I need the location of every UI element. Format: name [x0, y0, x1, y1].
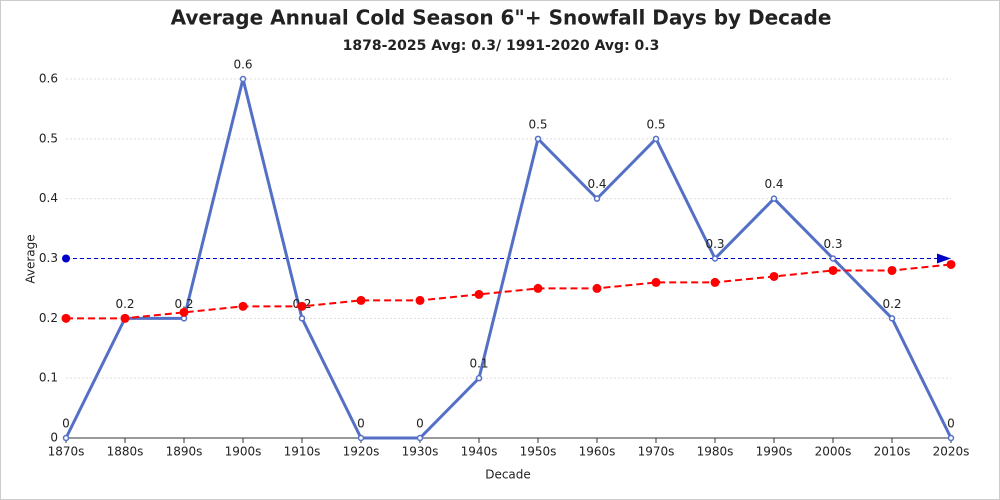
- data-point: [711, 255, 719, 262]
- trend-point: [356, 295, 366, 305]
- data-point: [829, 255, 837, 262]
- data-point: [593, 195, 601, 202]
- trend-point: [238, 301, 248, 311]
- data-point: [475, 374, 483, 382]
- data-label: 0.5: [528, 117, 547, 131]
- x-tick-label: 1890s: [166, 445, 203, 459]
- data-label: 0.5: [646, 117, 665, 131]
- y-tick-label: 0.4: [39, 191, 58, 205]
- x-tick-label: 1910s: [284, 445, 321, 459]
- trend-point: [474, 289, 484, 299]
- data-label: 0.3: [823, 237, 842, 251]
- x-tick-label: 1950s: [520, 445, 557, 459]
- x-tick-label: 1970s: [638, 445, 675, 459]
- x-tick-label: 1870s: [48, 445, 85, 459]
- data-label: 0.2: [882, 297, 901, 311]
- data-point: [770, 195, 778, 202]
- chart-title: Average Annual Cold Season 6"+ Snowfall …: [171, 6, 832, 30]
- chart-subtitle: 1878-2025 Avg: 0.3/ 1991-2020 Avg: 0.3: [343, 38, 660, 54]
- data-point: [534, 135, 542, 143]
- data-point: [239, 75, 247, 83]
- data-point: [652, 135, 660, 143]
- average-dot: [62, 254, 70, 263]
- y-axis-label: Average: [24, 234, 38, 283]
- x-tick-label: 1960s: [579, 445, 616, 459]
- x-tick-label: 1920s: [343, 445, 380, 459]
- y-tick-label: 0.2: [39, 311, 58, 325]
- data-point: [357, 434, 365, 442]
- y-tick-label: 0.1: [39, 371, 58, 385]
- trend-point: [61, 313, 71, 323]
- data-label: 0: [947, 417, 955, 431]
- y-tick-label: 0.3: [39, 251, 58, 265]
- y-tick-label: 0.6: [39, 72, 58, 86]
- x-tick-label: 1900s: [225, 445, 262, 459]
- trend-point: [769, 271, 779, 281]
- data-label: 0.4: [764, 177, 783, 191]
- data-label: 0: [416, 417, 424, 431]
- trend-point: [533, 283, 543, 293]
- trend-point: [710, 277, 720, 287]
- series-line: [66, 263, 952, 320]
- x-tick-label: 1940s: [461, 445, 498, 459]
- data-label: 0.2: [115, 297, 134, 311]
- data-point: [62, 434, 70, 442]
- trend-point: [651, 277, 661, 287]
- data-label: 0.1: [469, 357, 488, 371]
- trend-point: [828, 265, 838, 275]
- trend-point: [887, 265, 897, 275]
- data-label: 0.6: [233, 58, 252, 72]
- trend-point: [946, 259, 956, 269]
- trend-point: [179, 307, 189, 317]
- y-tick-label: 0.5: [39, 131, 58, 145]
- data-label: 0: [357, 417, 365, 431]
- trend-point: [297, 301, 307, 311]
- average-arrow: [937, 253, 951, 264]
- series-line: [64, 78, 953, 440]
- data-label: 0.4: [587, 177, 606, 191]
- data-point: [298, 315, 306, 322]
- x-tick-label: 2020s: [933, 445, 970, 459]
- data-label: 0.3: [705, 237, 724, 251]
- x-tick-label: 2000s: [815, 445, 852, 459]
- data-label: 0: [62, 417, 70, 431]
- trend-point: [592, 283, 602, 293]
- x-axis-label: Decade: [485, 468, 531, 482]
- trend-point: [415, 295, 425, 305]
- data-point: [888, 315, 896, 322]
- data-point: [947, 434, 955, 442]
- y-tick-label: 0: [50, 431, 58, 445]
- x-tick-label: 2010s: [874, 445, 911, 459]
- data-point: [416, 434, 424, 442]
- x-tick-label: 1980s: [697, 445, 734, 459]
- data-label: 0.2: [174, 297, 193, 311]
- x-tick-label: 1930s: [402, 445, 439, 459]
- x-tick-label: 1880s: [107, 445, 144, 459]
- x-tick-label: 1990s: [756, 445, 793, 459]
- trend-point: [120, 313, 130, 323]
